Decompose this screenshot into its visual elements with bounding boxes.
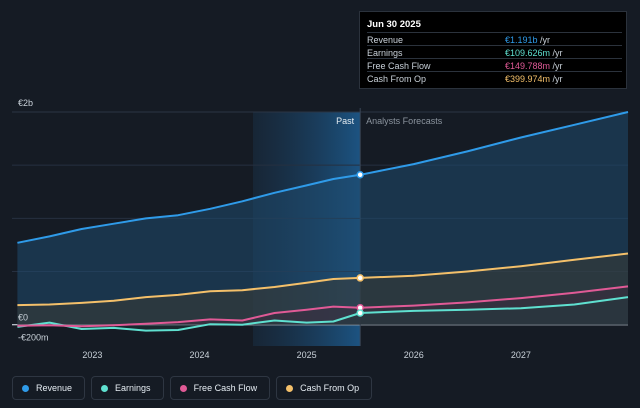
y-axis-bottom-label: -€200m — [18, 333, 49, 343]
legend-dot-icon — [179, 384, 187, 392]
marker-earnings — [356, 309, 364, 317]
legend-item-earnings[interactable]: Earnings — [91, 376, 164, 400]
past-label: Past — [336, 116, 355, 126]
area-earnings — [17, 297, 628, 331]
series-line-earnings — [17, 296, 629, 332]
tooltip-label: Free Cash Flow — [367, 61, 431, 71]
legend-label: Earnings — [115, 383, 151, 393]
tooltip-label: Earnings — [367, 48, 403, 58]
y-axis-top-label: €2b — [18, 98, 33, 108]
tooltip-row-earnings: Earnings €109.626m /yr — [367, 45, 622, 59]
tooltip-value: €1.191b /yr — [505, 35, 551, 45]
plot-area: €2b €0 -€200m 2023 2024 2025 2026 2027 Past Analy… — [12, 98, 629, 360]
tooltip: Jun 30 2025 Revenue €1.191b /yr Earnings… — [359, 11, 627, 89]
tooltip-value: €149.788m /yr — [505, 61, 563, 71]
legend-label: Free Cash Flow — [193, 383, 258, 393]
forecast-label: Analysts Forecasts — [366, 116, 443, 126]
legend-label: Cash From Op — [300, 383, 360, 393]
series-line-revenue — [17, 111, 629, 244]
tooltip-row-revenue: Revenue €1.191b /yr — [367, 32, 622, 46]
marker-cash-from-op — [356, 274, 364, 282]
tooltip-value: €109.626m /yr — [505, 48, 563, 58]
x-tick-label: 2027 — [511, 350, 531, 360]
legend-dot-icon — [101, 384, 109, 392]
x-tick-label: 2024 — [189, 350, 209, 360]
series-line-free-cash-flow — [17, 285, 629, 328]
legend: Revenue Earnings Free Cash Flow Cash Fro… — [12, 376, 373, 402]
tooltip-row-free-cash-flow: Free Cash Flow €149.788m /yr — [367, 58, 622, 72]
x-tick-label: 2026 — [404, 350, 424, 360]
legend-item-revenue[interactable]: Revenue — [12, 376, 86, 400]
x-tick-label: 2025 — [297, 350, 317, 360]
y-axis-zero-label: €0 — [18, 313, 28, 323]
x-tick-label: 2023 — [82, 350, 102, 360]
series-line-cash-from-op — [17, 252, 629, 307]
tooltip-label: Revenue — [367, 35, 404, 45]
legend-dot-icon — [22, 384, 29, 392]
tooltip-row-cash-from-op: Cash From Op €399.974m /yr — [367, 71, 622, 85]
tooltip-label: Cash From Op — [367, 74, 427, 84]
legend-label: Revenue — [36, 383, 73, 393]
area-free-cash-flow — [17, 286, 628, 327]
tooltip-value: €399.974m /yr — [505, 74, 563, 84]
legend-dot-icon — [286, 384, 294, 392]
tooltip-date: Jun 30 2025 — [367, 19, 421, 30]
legend-item-free-cash-flow[interactable]: Free Cash Flow — [169, 376, 271, 400]
legend-item-cash-from-op[interactable]: Cash From Op — [276, 376, 373, 400]
marker-revenue — [356, 171, 364, 179]
